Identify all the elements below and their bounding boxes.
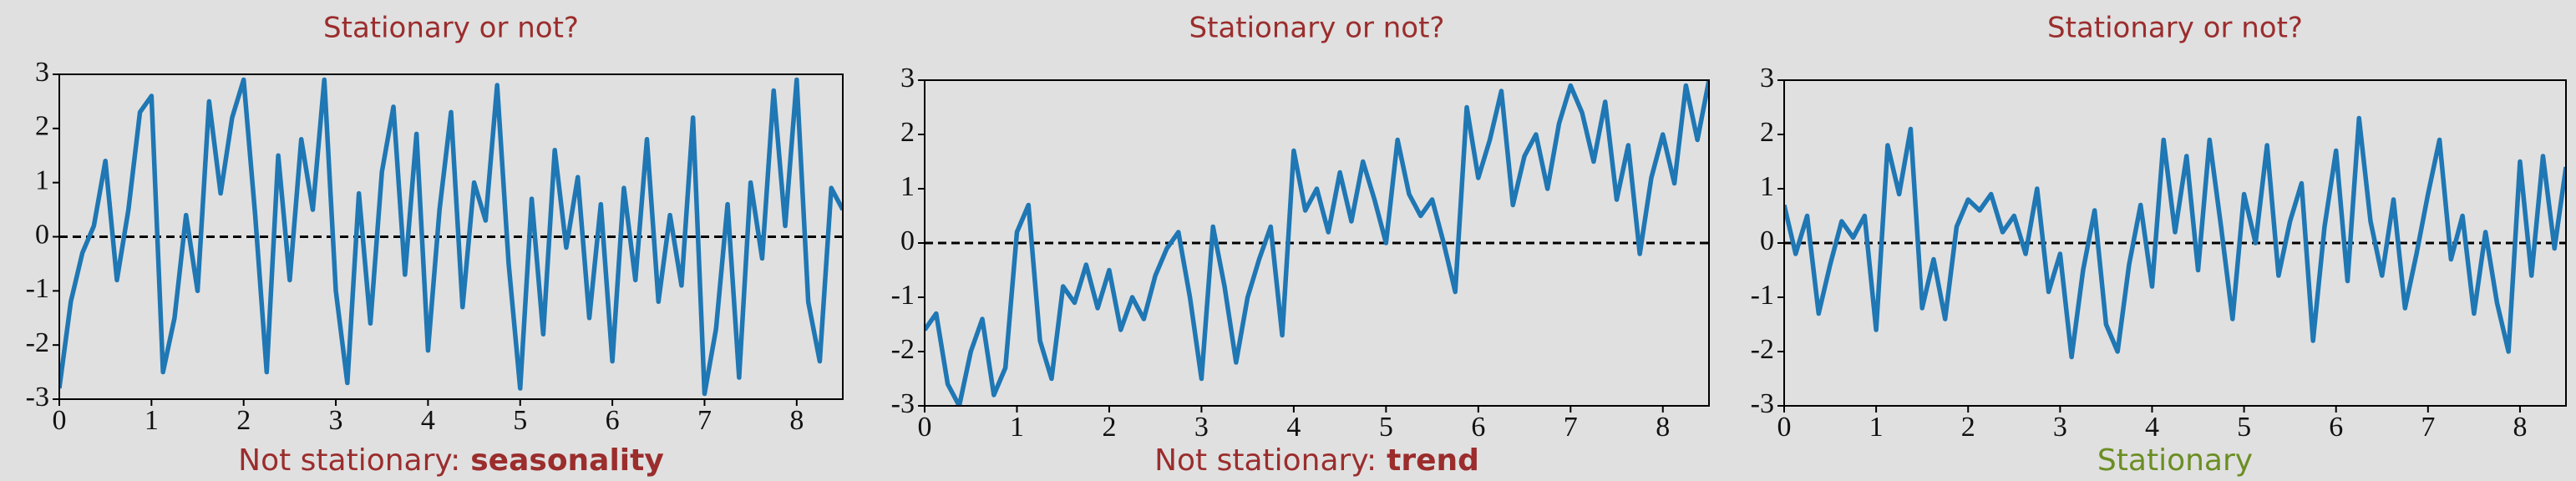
plot-frame bbox=[58, 73, 844, 400]
chart: Stationary or not? Stationary -3 -2 -1 0 1 2 3 0 1… bbox=[1751, 12, 2567, 478]
x-tick-label: 3 bbox=[1194, 412, 1209, 443]
caption-text: Stationary bbox=[2097, 443, 2253, 478]
y-tick-label: 3 bbox=[900, 63, 915, 94]
chart: Stationary or not? Not stationary: trend -3… bbox=[891, 12, 1710, 478]
y-tick-label: 2 bbox=[900, 117, 915, 148]
chart-title: Stationary or not? bbox=[1189, 12, 1445, 45]
x-tick-label: 4 bbox=[2145, 412, 2159, 443]
x-tick-label: 4 bbox=[1286, 412, 1301, 443]
y-tick-label: -3 bbox=[891, 388, 915, 419]
y-tick-label: 0 bbox=[1760, 225, 1774, 256]
x-tick-label: 0 bbox=[918, 412, 932, 443]
x-tick-label: 7 bbox=[2421, 412, 2435, 443]
y-tick-label: -3 bbox=[1751, 388, 1774, 419]
y-tick-label: 0 bbox=[900, 225, 915, 256]
x-tick-label: 7 bbox=[1564, 412, 1578, 443]
series-line bbox=[1784, 115, 2566, 360]
x-tick-label: 2 bbox=[236, 405, 251, 436]
chart-title: Stationary or not? bbox=[323, 12, 579, 45]
x-tick-label: 5 bbox=[513, 405, 527, 436]
y-tick-label: 1 bbox=[35, 165, 49, 195]
x-tick-label: 6 bbox=[2329, 412, 2343, 443]
plot-frame bbox=[924, 79, 1710, 407]
series-line bbox=[925, 80, 1709, 406]
y-tick-label: -1 bbox=[891, 280, 915, 311]
y-tick-label: -2 bbox=[1751, 334, 1774, 365]
x-tick-label: 3 bbox=[329, 405, 343, 436]
caption: Not stationary: seasonality bbox=[238, 443, 664, 478]
y-tick-label: 3 bbox=[35, 57, 49, 88]
x-tick-label: 0 bbox=[1777, 412, 1792, 443]
plot-frame bbox=[1783, 79, 2567, 407]
x-tick-label: 2 bbox=[1961, 412, 1975, 443]
y-tick-label: 3 bbox=[1760, 63, 1774, 94]
y-tick-label: -2 bbox=[891, 334, 915, 365]
y-tick-label: 2 bbox=[1760, 117, 1774, 148]
caption-text: Not stationary: bbox=[1154, 443, 1377, 478]
x-tick-label: 5 bbox=[1379, 412, 1393, 443]
x-tick-label: 7 bbox=[697, 405, 712, 436]
x-tick-label: 1 bbox=[145, 405, 159, 436]
y-tick-label: 1 bbox=[1760, 171, 1774, 202]
caption: Not stationary: trend bbox=[1154, 443, 1479, 478]
x-tick-label: 3 bbox=[2053, 412, 2067, 443]
x-tick-label: 8 bbox=[789, 405, 804, 436]
x-tick-label: 4 bbox=[421, 405, 435, 436]
y-tick-label: -1 bbox=[26, 273, 49, 304]
y-tick-label: -3 bbox=[26, 382, 49, 413]
y-tick-label: -2 bbox=[26, 327, 49, 358]
x-tick-label: 5 bbox=[2237, 412, 2251, 443]
x-tick-label: 8 bbox=[1656, 412, 1670, 443]
x-tick-label: 1 bbox=[1869, 412, 1884, 443]
x-tick-label: 8 bbox=[2513, 412, 2527, 443]
y-tick-label: 1 bbox=[900, 171, 915, 202]
x-tick-label: 2 bbox=[1102, 412, 1116, 443]
x-tick-label: 6 bbox=[1471, 412, 1485, 443]
y-tick-label: 0 bbox=[35, 219, 49, 250]
caption-emphasis: trend bbox=[1387, 443, 1479, 478]
caption-emphasis: seasonality bbox=[470, 443, 664, 478]
y-tick-label: -1 bbox=[1751, 280, 1774, 311]
x-tick-label: 1 bbox=[1010, 412, 1024, 443]
x-tick-label: 6 bbox=[606, 405, 620, 436]
y-tick-label: 2 bbox=[35, 111, 49, 142]
series-line bbox=[59, 77, 843, 397]
caption: Stationary bbox=[2097, 443, 2253, 478]
chart-title: Stationary or not? bbox=[2047, 12, 2303, 45]
chart: Stationary or not? Not stationary: seasona… bbox=[26, 12, 844, 478]
x-tick-label: 0 bbox=[53, 405, 67, 436]
caption-text: Not stationary: bbox=[238, 443, 460, 478]
